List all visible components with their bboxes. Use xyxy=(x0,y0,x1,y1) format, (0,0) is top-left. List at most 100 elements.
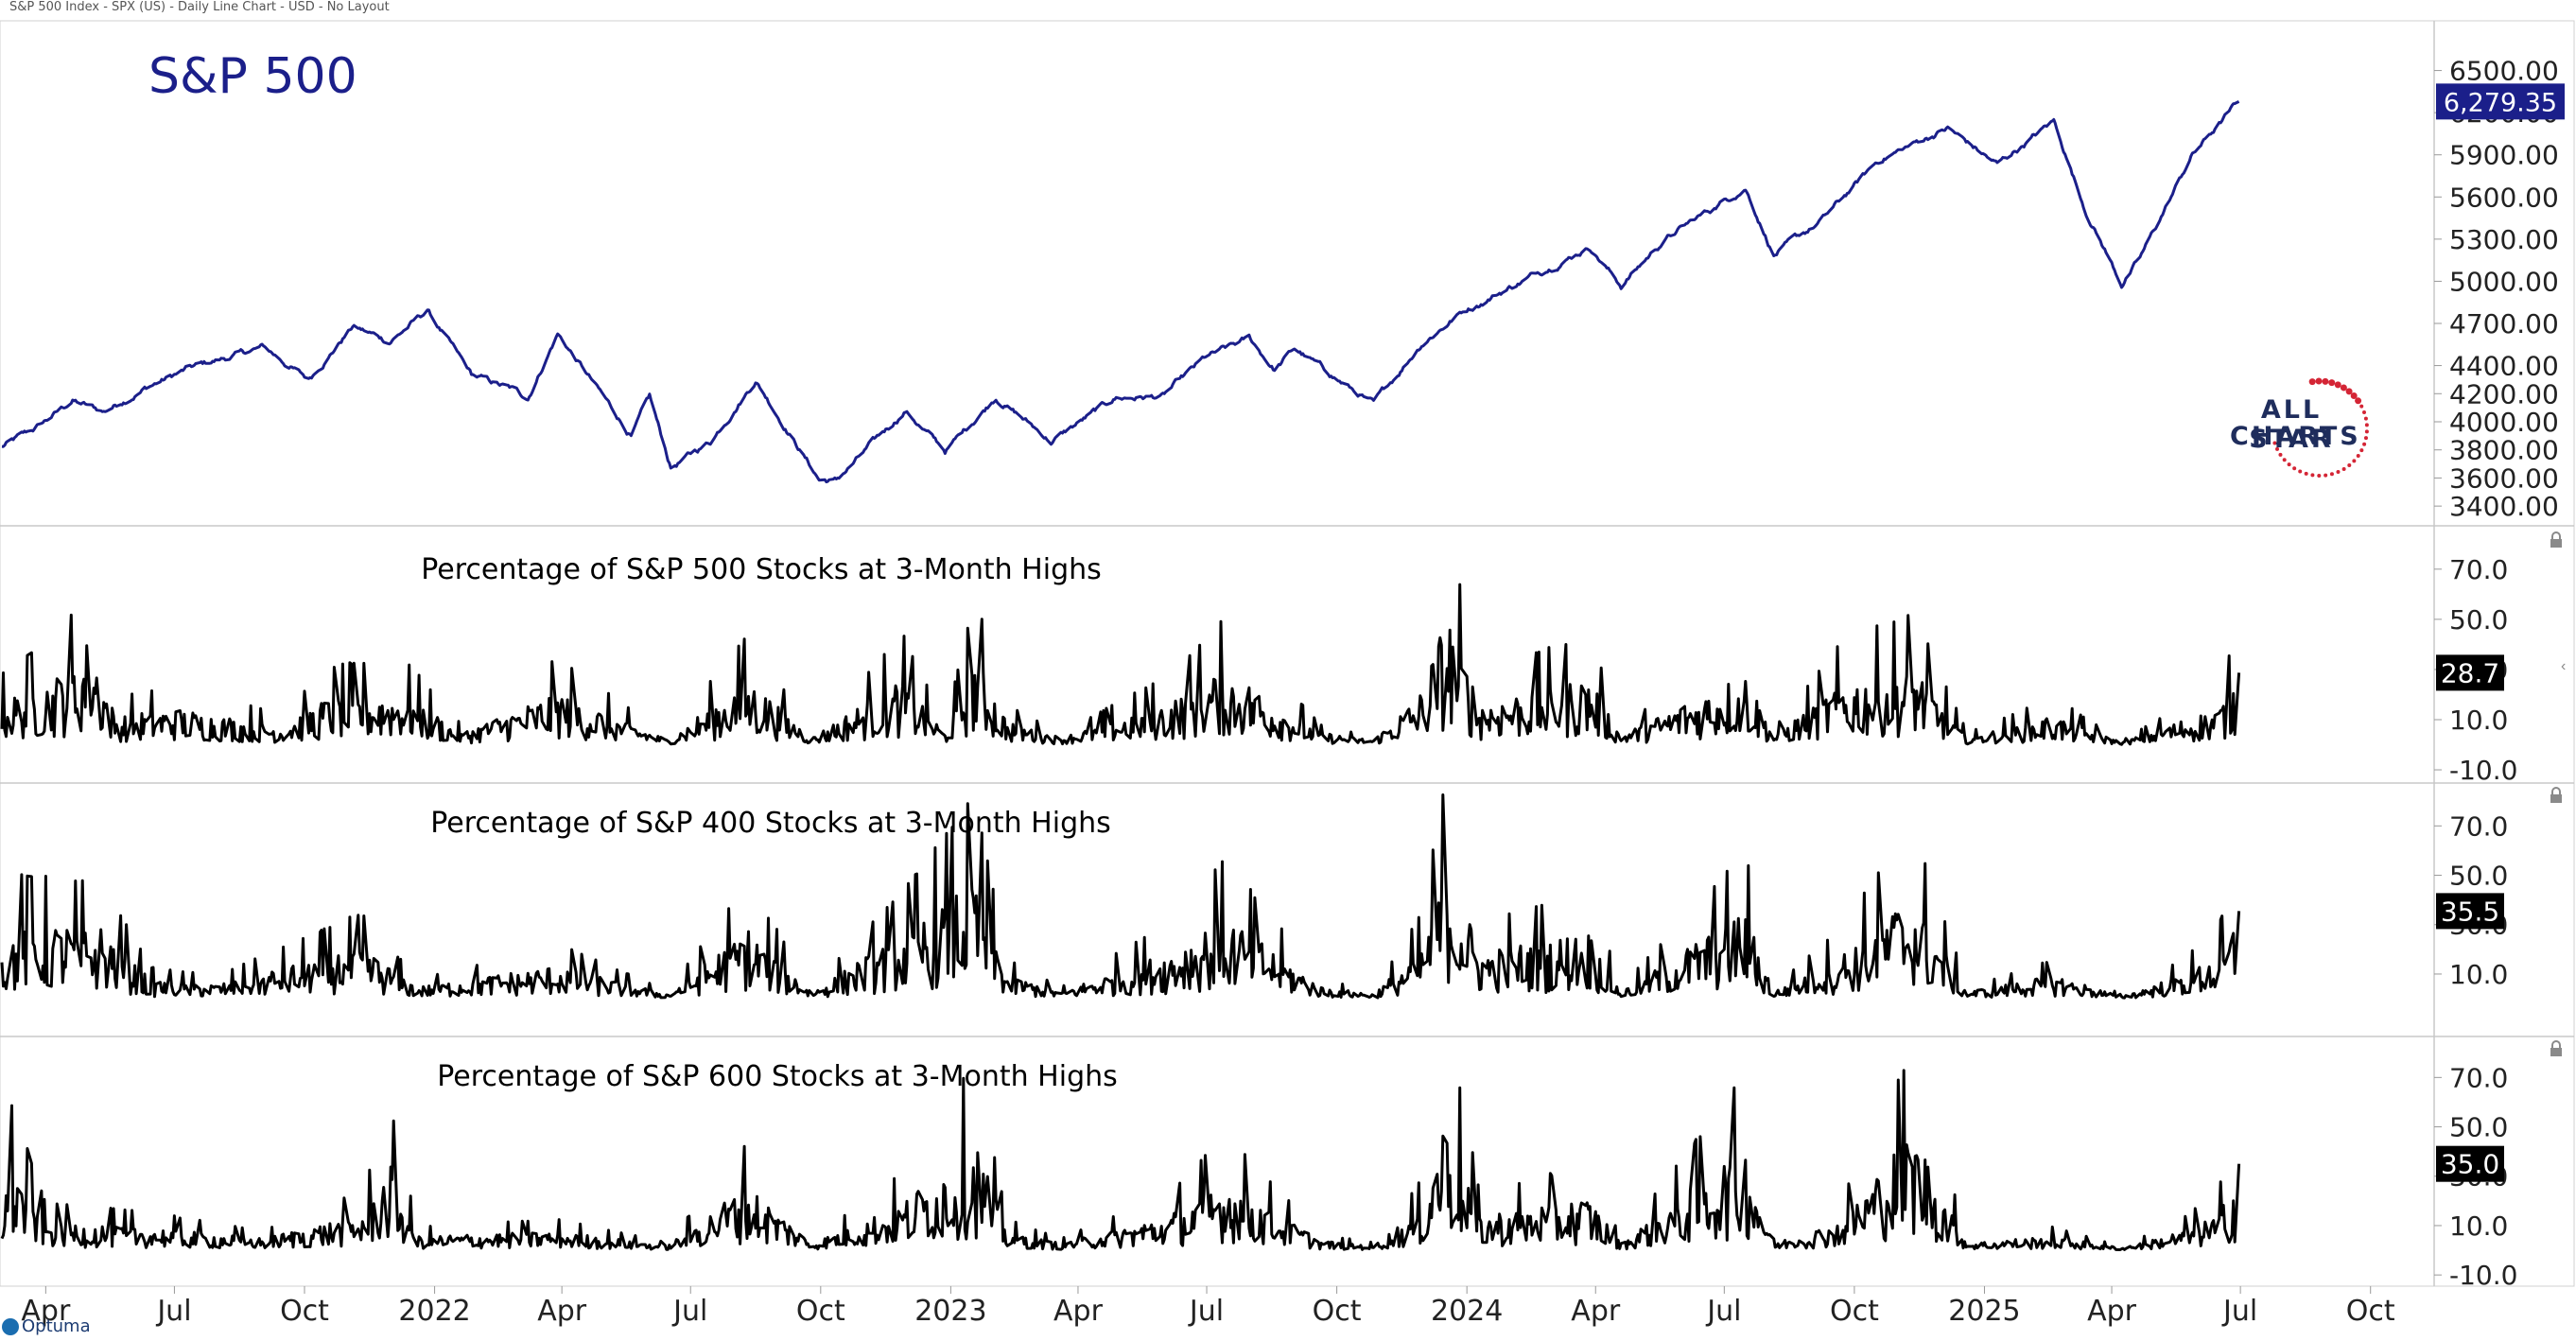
logo-dot xyxy=(2359,448,2364,453)
logo-dot xyxy=(2287,462,2291,467)
x-tick-label: Jul xyxy=(671,1295,707,1328)
breadth-line xyxy=(0,583,2241,746)
logo-dot xyxy=(2282,458,2287,462)
lock-icon-shape xyxy=(2550,531,2562,548)
y-tick-label: 3800.00 xyxy=(2449,435,2559,466)
x-tick-label: Apr xyxy=(2087,1295,2137,1328)
panel-title: Percentage of S&P 400 Stocks at 3-Month … xyxy=(430,807,1111,840)
x-tick-label: Apr xyxy=(537,1295,587,1328)
y-tick-label: 10.0 xyxy=(2449,705,2508,736)
logo-dot xyxy=(2363,416,2368,421)
logo-dot xyxy=(2275,446,2280,451)
y-tick-label: 10.0 xyxy=(2449,959,2508,990)
logo-dot xyxy=(2347,463,2352,468)
logo-dot xyxy=(2298,469,2303,474)
breadth-line xyxy=(0,1069,2241,1251)
chart-header: S&P 500 Index - SPX (US) - Daily Line Ch… xyxy=(9,0,390,14)
y-tick-label: 70.0 xyxy=(2449,810,2508,842)
lock-icon-shape xyxy=(2550,1040,2562,1056)
lock-icon-shape xyxy=(2550,787,2562,803)
y-tick-label: 5600.00 xyxy=(2449,182,2559,213)
y-tick-label: 3600.00 xyxy=(2449,462,2559,494)
logo-dot xyxy=(2363,436,2368,441)
logo-dot xyxy=(2278,452,2283,457)
logo-star xyxy=(2345,388,2353,395)
lock-icon[interactable] xyxy=(2548,787,2565,804)
logo-dot xyxy=(2341,466,2346,471)
y-tick-label: 70.0 xyxy=(2449,1062,2508,1093)
logo-dot xyxy=(2324,473,2328,478)
x-tick-label: Oct xyxy=(1313,1295,1362,1328)
last-value-tag xyxy=(2436,83,2565,120)
logo-star xyxy=(2350,392,2358,399)
x-tick-label: Jul xyxy=(1188,1295,1224,1328)
last-value-label: 28.7 xyxy=(2441,657,2499,688)
y-tick-label: -10.0 xyxy=(2449,1260,2517,1291)
logo-dot xyxy=(2336,470,2341,475)
breadth-line xyxy=(0,793,2241,1000)
x-tick-label: 2024 xyxy=(1431,1295,1503,1328)
logo-dot xyxy=(2317,473,2322,478)
chevron-left-icon[interactable]: ‹ xyxy=(2561,658,2567,674)
logo-dot xyxy=(2329,472,2334,477)
logo-star xyxy=(2308,378,2316,386)
y-tick-label: 3400.00 xyxy=(2449,491,2559,522)
logo-star xyxy=(2322,377,2329,385)
optuma-logo-icon xyxy=(2,1317,19,1335)
last-value-label: 35.0 xyxy=(2441,1149,2499,1180)
x-tick-label: Apr xyxy=(21,1295,71,1328)
logo-star xyxy=(2315,377,2323,385)
last-value-label: 35.5 xyxy=(2441,896,2499,927)
y-tick-label: 5300.00 xyxy=(2449,224,2559,255)
lock-icon[interactable] xyxy=(2548,531,2565,549)
logo-dot xyxy=(2272,441,2277,445)
panel-title: Percentage of S&P 600 Stocks at 3-Month … xyxy=(437,1060,1118,1093)
x-tick-label: Apr xyxy=(1571,1295,1621,1328)
y-tick-label: 6500.00 xyxy=(2449,56,2559,87)
logo-dot xyxy=(2310,473,2315,478)
x-tick-label: Jul xyxy=(2221,1295,2257,1328)
logo-dot xyxy=(2364,423,2369,427)
chart-frame xyxy=(0,20,2575,1287)
x-tick-label: 2023 xyxy=(914,1295,986,1328)
logo-dot xyxy=(2352,459,2357,463)
logo-star xyxy=(2355,397,2362,405)
logo-dot xyxy=(2304,471,2308,476)
last-value-tag xyxy=(2436,893,2504,930)
logo-dot xyxy=(2362,442,2367,446)
logo-dot xyxy=(2364,429,2369,434)
y-tick-label: 50.0 xyxy=(2449,604,2508,636)
x-tick-label: Oct xyxy=(796,1295,845,1328)
x-tick-label: Jul xyxy=(155,1295,191,1328)
y-tick-label: 4400.00 xyxy=(2449,351,2559,382)
logo-dot xyxy=(2362,409,2367,414)
y-tick-label: -10.0 xyxy=(2449,755,2517,786)
y-tick-label: 50.0 xyxy=(2449,1112,2508,1143)
logo-line-2: CHARTS xyxy=(2230,422,2361,451)
lock-icon[interactable] xyxy=(2548,1040,2565,1057)
y-tick-label: 70.0 xyxy=(2449,554,2508,585)
logo-dot xyxy=(2356,454,2360,459)
y-tick-label: 5000.00 xyxy=(2449,266,2559,297)
optuma-label: Optuma xyxy=(22,1316,91,1336)
x-tick-label: Apr xyxy=(1053,1295,1104,1328)
last-value-label: 6,279.35 xyxy=(2444,88,2557,117)
y-tick-label: 50.0 xyxy=(2449,861,2508,892)
logo-dot xyxy=(2292,466,2297,471)
last-value-tag xyxy=(2436,1145,2504,1182)
logo-star xyxy=(2328,379,2336,387)
panel-title: S&P 500 xyxy=(148,48,357,105)
all-star-charts-logo: ALL STAR CHARTS xyxy=(2230,376,2410,480)
y-tick-label: 5900.00 xyxy=(2449,140,2559,171)
logo-star xyxy=(2334,381,2341,389)
last-value-tag xyxy=(2436,654,2504,691)
optuma-branding: Optuma xyxy=(2,1316,91,1336)
x-tick-label: Oct xyxy=(2346,1295,2395,1328)
logo-star-ring-icon xyxy=(2272,377,2369,478)
x-tick-label: 2022 xyxy=(398,1295,470,1328)
x-tick-label: Jul xyxy=(1705,1295,1741,1328)
sp500-price-line xyxy=(1,100,2240,484)
logo-star xyxy=(2340,384,2347,392)
